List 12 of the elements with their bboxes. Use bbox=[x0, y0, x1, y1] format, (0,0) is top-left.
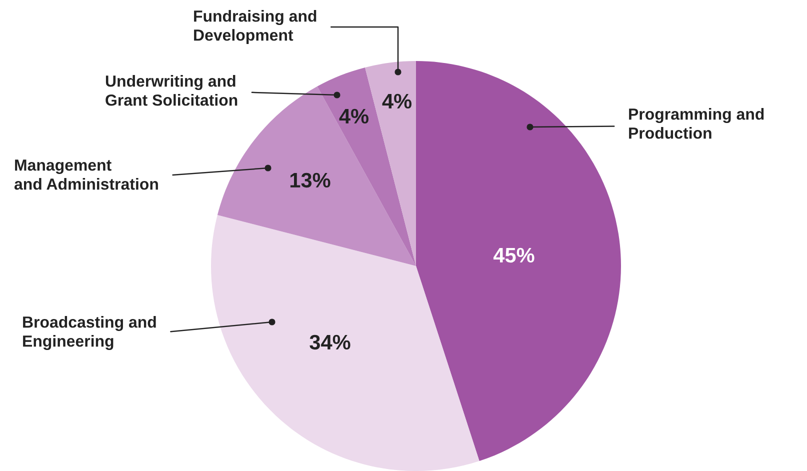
data-label: 13% bbox=[290, 172, 330, 188]
slice-label: Underwriting and Grant Solicitation bbox=[106, 75, 238, 106]
pie-slice bbox=[211, 215, 480, 471]
slice-label: Fundraising and Development bbox=[194, 10, 316, 44]
slice-label: Broadcasting and Engineering bbox=[23, 316, 156, 350]
data-label: 34% bbox=[310, 334, 350, 350]
data-label: 4% bbox=[339, 108, 369, 124]
data-label: 45% bbox=[493, 248, 534, 263]
slice-label: Management and Administration bbox=[14, 160, 158, 190]
data-label: 4% bbox=[382, 94, 412, 109]
pie-slice bbox=[416, 61, 621, 461]
slice-label: Programming and Production bbox=[629, 108, 764, 139]
